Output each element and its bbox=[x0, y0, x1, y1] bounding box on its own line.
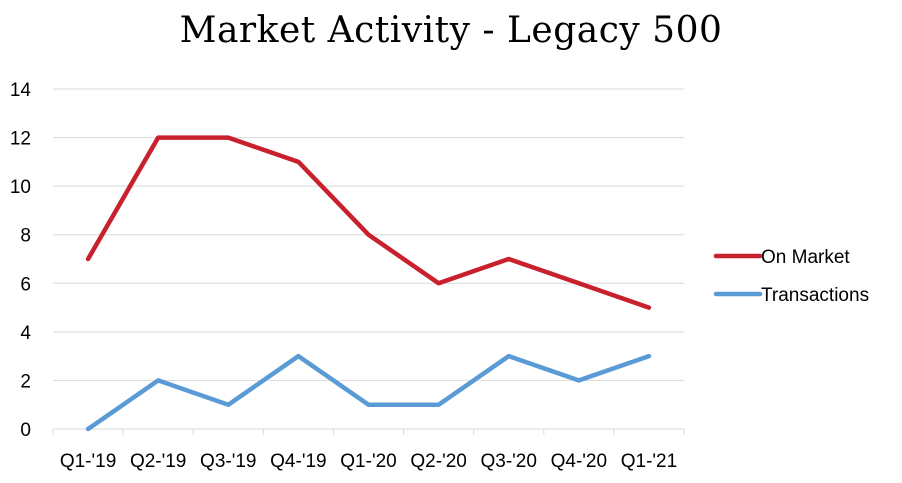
x-tick-label: Q1-'21 bbox=[621, 451, 677, 472]
y-tick-label: 12 bbox=[10, 129, 31, 150]
y-tick-label: 0 bbox=[20, 420, 31, 441]
x-tick-label: Q2-'20 bbox=[410, 451, 466, 472]
y-tick-label: 8 bbox=[20, 226, 31, 247]
legend-label: Transactions bbox=[761, 285, 869, 306]
y-tick-label: 14 bbox=[10, 80, 32, 101]
x-axis bbox=[52, 428, 685, 435]
y-tick-label: 6 bbox=[20, 274, 31, 295]
x-axis-tick-labels: Q1-'19 Q2-'19 Q3-'19 Q4-'19 Q1-'20 Q2-'20 Q3-'… bbox=[60, 451, 677, 472]
series-lines bbox=[85, 135, 652, 432]
series-line-transactions bbox=[85, 353, 652, 432]
y-tick-label: 2 bbox=[20, 371, 31, 392]
chart-title: Market Activity - Legacy 500 bbox=[179, 10, 723, 51]
legend-label: On Market bbox=[761, 247, 850, 268]
x-tick-label: Q1-'19 bbox=[60, 451, 116, 472]
x-tick-label: Q4-'20 bbox=[551, 451, 607, 472]
y-axis-tick-labels: 0 2 4 6 8 10 12 14 bbox=[10, 80, 32, 441]
x-tick-label: Q2-'19 bbox=[130, 451, 186, 472]
y-tick-label: 4 bbox=[20, 323, 31, 344]
x-tick-label: Q3-'20 bbox=[481, 451, 537, 472]
x-tick-label: Q1-'20 bbox=[340, 451, 396, 472]
x-tick-label: Q3-'19 bbox=[200, 451, 256, 472]
x-tick-label: Q4-'19 bbox=[270, 451, 326, 472]
series-line-on-market bbox=[85, 135, 652, 310]
y-tick-label: 10 bbox=[10, 177, 31, 198]
legend: On Market Transactions bbox=[713, 247, 869, 306]
